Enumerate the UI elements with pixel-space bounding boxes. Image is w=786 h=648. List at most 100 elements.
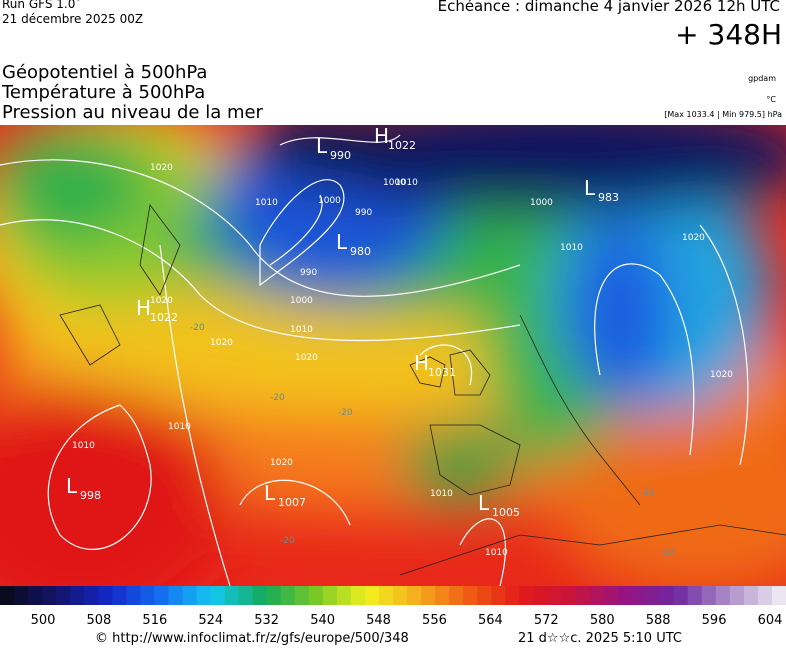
center-value: 980	[350, 245, 371, 258]
colorbar-cell	[561, 586, 576, 605]
center-value: 990	[330, 149, 351, 162]
isobar-label: 1020	[710, 370, 733, 380]
colorbar-cell	[84, 586, 99, 605]
colorbar-label: 556	[422, 613, 447, 628]
colorbar-cell	[547, 586, 562, 605]
colorbar-cell	[687, 586, 703, 605]
colorbar-cell	[210, 586, 226, 605]
temperature-label: -20	[270, 393, 285, 403]
colorbar-cell	[224, 586, 240, 605]
colorbar-cell	[238, 586, 254, 605]
colorbar-cell	[533, 586, 548, 605]
colorbar-cell	[182, 586, 197, 605]
center-value: 1022	[388, 139, 416, 152]
center-kind: H	[414, 351, 429, 375]
isobar-label: 1010	[255, 198, 278, 208]
colorbar-label: 588	[646, 613, 671, 628]
valid-time: Echéance : dimanche 4 janvier 2026 12h U…	[437, 0, 780, 15]
center-kind: L	[66, 474, 78, 498]
colorbar-label: 580	[590, 613, 615, 628]
lead-time: + 348H	[675, 18, 782, 51]
isobars	[0, 134, 749, 586]
colorbar-cell	[603, 586, 619, 605]
colorbar-cell	[350, 586, 366, 605]
colorbar-cell	[98, 586, 113, 605]
isobar-label: 1020	[150, 296, 173, 306]
colorbar-cell	[126, 586, 141, 605]
colorbar-cell	[336, 586, 352, 605]
colorbar-label: 524	[198, 613, 223, 628]
colorbar: 500 508 516 524 532 540 548 556 564 572 580 588 596 6…	[0, 586, 786, 628]
colorbar-label: 500	[31, 613, 56, 628]
colorbar-label: 540	[310, 613, 335, 628]
colorbar-cell	[252, 586, 268, 605]
colorbar-cell	[0, 586, 15, 605]
colorbar-label: 572	[534, 613, 559, 628]
unit: gpdam	[748, 74, 776, 83]
unit: °C	[766, 95, 776, 104]
center-value: 998	[80, 489, 101, 502]
isobar-label: 1000	[318, 196, 341, 206]
colorbar-cell	[617, 586, 633, 605]
isobar-label: 990	[355, 208, 372, 218]
colorbar-cell	[280, 586, 296, 605]
isobar-label: 1010	[290, 325, 313, 335]
colorbar-cell	[589, 586, 605, 605]
colorbar-label: 508	[87, 613, 112, 628]
colorbar-cell	[393, 586, 408, 605]
colorbar-cell	[659, 586, 675, 605]
coastlines	[59, 204, 786, 576]
colorbar-cell	[701, 586, 717, 605]
center-kind: L	[264, 481, 276, 505]
colorbar-cell	[505, 586, 520, 605]
isobar-label: 990	[300, 268, 317, 278]
colorbar-cell	[449, 586, 464, 605]
colorbar-cell	[491, 586, 506, 605]
colorbar-cell	[70, 586, 85, 605]
colorbar-label: 564	[478, 613, 503, 628]
center-kind: L	[478, 491, 490, 515]
colorbar-cell	[266, 586, 282, 605]
layer: Température à 500hPa	[2, 82, 206, 103]
isobar-label: 1010	[168, 422, 191, 432]
unit: [Max 1033.4 | Min 979.5] hPa	[664, 110, 782, 119]
center-value: 1022	[150, 311, 178, 324]
colorbar-cell	[56, 586, 71, 605]
center-kind: H	[374, 125, 389, 148]
isobar-label: 1010	[72, 441, 95, 451]
isobar-label: 1010	[395, 178, 418, 188]
colorbar-label: 548	[366, 613, 391, 628]
center-value: 983	[598, 191, 619, 204]
isobar-label: 1000	[290, 296, 313, 306]
colorbar-cell	[378, 586, 394, 605]
colorbar-cell	[575, 586, 590, 605]
colorbar-cell	[154, 586, 169, 605]
layer: Géopotentiel à 500hPa	[2, 62, 208, 83]
temperature-label: -20	[660, 548, 675, 558]
isobar-label: 1000	[530, 198, 553, 208]
isobar-label: 1020	[210, 338, 233, 348]
colorbar-cell	[645, 586, 661, 605]
colorbar-cell	[673, 586, 689, 605]
colorbar-cell	[140, 586, 155, 605]
center-value: 1031	[428, 366, 456, 379]
colorbar-label: 532	[254, 613, 279, 628]
isobar-label: 1010	[485, 548, 508, 558]
isobar-label: 1000	[383, 178, 406, 188]
temperature-label: -20	[190, 323, 205, 333]
colorbar-cell	[435, 586, 450, 605]
colorbar-label: 604	[758, 613, 783, 628]
colorbar-cell	[168, 586, 183, 605]
colorbar-cell	[407, 586, 422, 605]
colorbar-cell	[42, 586, 57, 605]
isobar-label: 1020	[270, 458, 293, 468]
generated: 21 d☆☆c. 2025 5:10 UTC	[518, 631, 682, 646]
colorbar-cell	[421, 586, 436, 605]
temperature-field	[0, 125, 786, 586]
colorbar-cell	[112, 586, 127, 605]
colorbar-cell	[196, 586, 212, 605]
colorbar-cell	[322, 586, 338, 605]
colorbar-cell	[743, 586, 759, 605]
source: © http://www.infoclimat.fr/z/gfs/europe/…	[95, 631, 409, 646]
